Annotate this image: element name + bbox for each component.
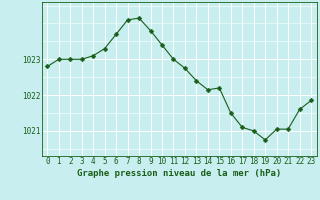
- X-axis label: Graphe pression niveau de la mer (hPa): Graphe pression niveau de la mer (hPa): [77, 169, 281, 178]
